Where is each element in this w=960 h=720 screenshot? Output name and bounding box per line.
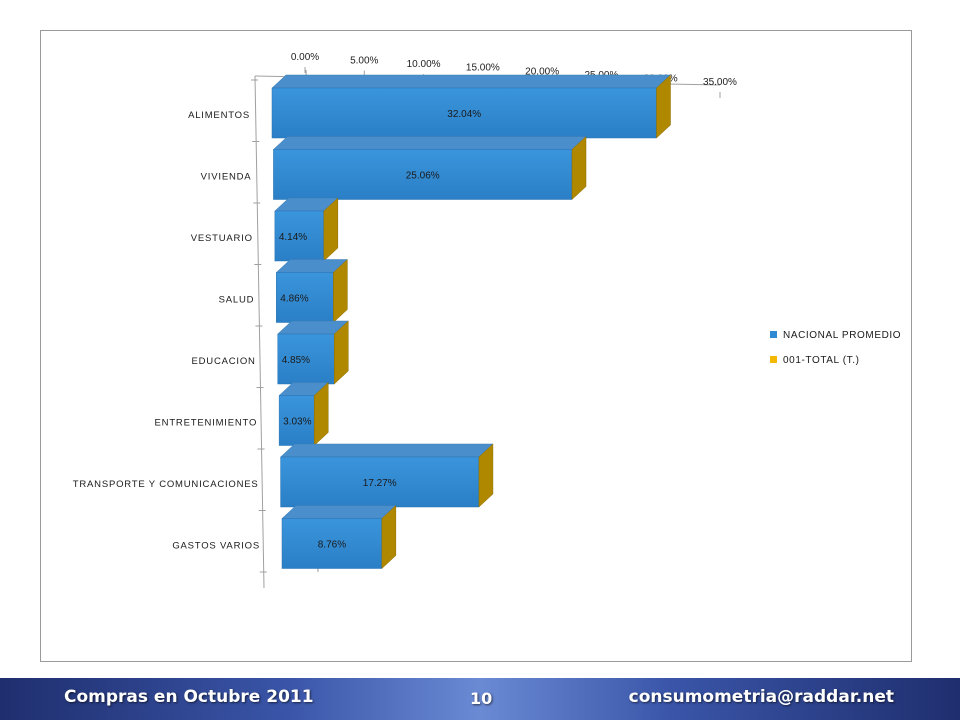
data-label: 17.27% <box>363 478 397 489</box>
x-tick-label: 20.00% <box>525 66 559 77</box>
legend-label: 001-TOTAL (T.) <box>783 355 860 366</box>
legend-swatch <box>770 331 777 338</box>
legend-swatch <box>770 356 777 363</box>
bar-end-cap <box>478 443 494 508</box>
bar-end-cap <box>571 135 587 201</box>
data-label: 8.76% <box>318 540 346 551</box>
bar-top-face <box>271 74 672 89</box>
bar-chart: 0.00%5.00%10.00%15.00%20.00%25.00%30.00%… <box>73 52 901 589</box>
bar-top-face <box>279 443 494 458</box>
data-label: 25.06% <box>406 171 440 182</box>
category-label: VESTUARIO <box>191 233 253 244</box>
x-tick-label: 0.00% <box>291 52 319 63</box>
category-label: VIVIENDA <box>201 172 252 183</box>
bar-top-face <box>272 136 587 150</box>
footer-title: Compras en Octubre 2011 <box>64 687 314 707</box>
bar-end-cap <box>381 504 397 570</box>
bar <box>274 210 325 262</box>
category-label: ALIMENTOS <box>188 110 250 121</box>
footer-email: consumometria@raddar.net <box>628 687 894 707</box>
bar <box>276 272 334 323</box>
x-tick-label: 15.00% <box>466 63 500 74</box>
footer-bar: Compras en Octubre 2011 10 consumometria… <box>0 678 960 720</box>
category-label: EDUCACION <box>191 356 255 367</box>
bar-end-cap <box>656 74 671 139</box>
bar-top-face <box>281 505 397 519</box>
bar <box>280 456 480 508</box>
data-label: 4.86% <box>280 294 308 305</box>
y-axis-line <box>254 75 265 589</box>
x-tick-label: 10.00% <box>407 59 441 70</box>
data-label: 32.04% <box>447 109 481 120</box>
bar-end-cap <box>333 258 348 324</box>
category-label: TRANSPORTE Y COMUNICACIONES <box>73 479 259 490</box>
bar-end-cap <box>334 320 349 385</box>
data-label: 4.85% <box>282 355 310 366</box>
page-number: 10 <box>470 689 493 708</box>
bar <box>271 87 657 139</box>
category-label: ENTRETENIMIENTO <box>155 418 258 429</box>
data-label: 4.14% <box>279 232 307 243</box>
category-label: GASTOS VARIOS <box>172 541 260 552</box>
category-label: SALUD <box>219 295 255 306</box>
bar <box>278 395 315 446</box>
bar-end-cap <box>313 381 329 447</box>
bar-end-cap <box>323 197 339 262</box>
data-label: 3.03% <box>283 417 311 428</box>
bar <box>277 333 335 385</box>
x-tick-label: 35.00% <box>703 77 737 88</box>
x-tick-label: 5.00% <box>350 56 378 67</box>
bar <box>273 149 573 200</box>
legend-label: NACIONAL PROMEDIO <box>783 330 901 341</box>
